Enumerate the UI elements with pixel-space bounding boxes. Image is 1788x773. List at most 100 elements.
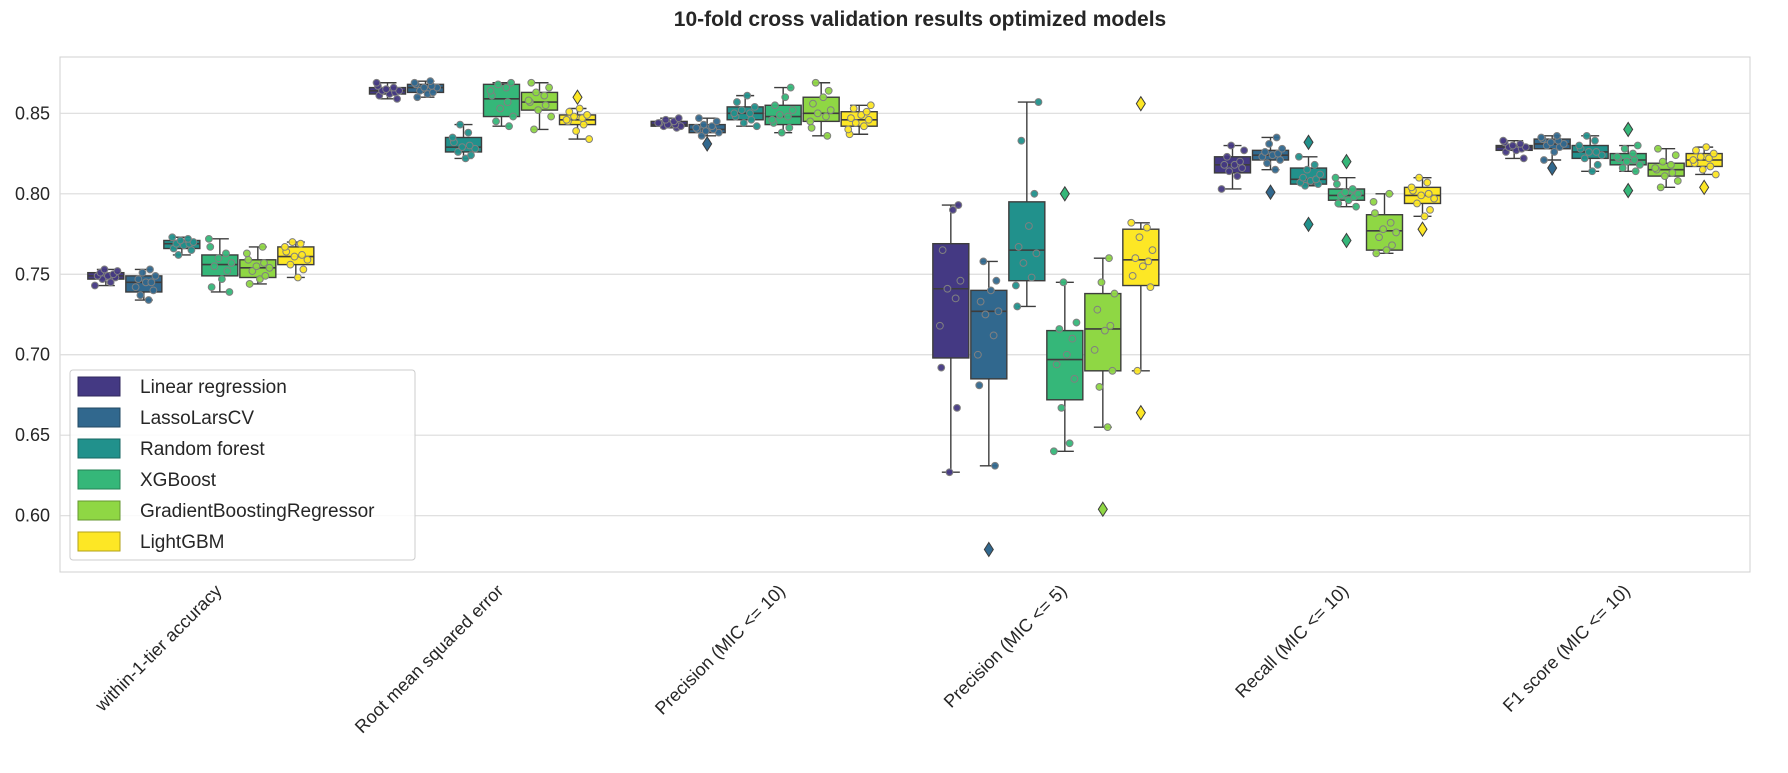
data-point — [248, 267, 257, 275]
data-point — [1702, 143, 1711, 152]
data-point — [1352, 202, 1360, 211]
data-point — [227, 259, 236, 267]
data-point — [1263, 159, 1271, 168]
data-point — [1580, 154, 1589, 163]
data-point — [976, 297, 985, 306]
data-point — [1499, 136, 1508, 145]
outlier-marker — [1623, 182, 1634, 199]
data-point — [1407, 183, 1416, 192]
data-point — [1024, 222, 1033, 230]
data-point — [1388, 241, 1396, 250]
data-point — [1261, 148, 1269, 156]
data-point — [585, 135, 594, 143]
data-point — [1382, 246, 1391, 255]
data-point — [217, 275, 226, 283]
data-point — [214, 254, 223, 263]
data-point — [1303, 165, 1312, 174]
data-point — [486, 86, 495, 95]
legend-frame — [69, 369, 416, 561]
data-point — [1034, 98, 1043, 106]
y-tick-label: 0.60 — [15, 506, 50, 526]
data-point — [1110, 289, 1119, 298]
data-point — [1413, 199, 1421, 208]
data-point — [1618, 164, 1627, 172]
box — [1046, 329, 1084, 401]
data-point — [935, 321, 944, 330]
data-point — [1312, 175, 1320, 184]
data-point — [1106, 321, 1115, 330]
data-point — [1097, 278, 1106, 287]
data-point — [1316, 170, 1325, 179]
data-point — [1553, 131, 1561, 140]
data-point — [540, 91, 549, 100]
data-point — [258, 243, 267, 251]
data-point — [184, 234, 192, 243]
data-point — [1630, 156, 1639, 164]
legend-label: Random forest — [140, 439, 265, 460]
data-point — [426, 77, 435, 86]
data-point — [530, 125, 538, 134]
data-point — [954, 201, 963, 209]
data-point — [860, 122, 868, 131]
data-point — [288, 238, 297, 246]
data-point — [992, 276, 1001, 285]
data-point — [844, 125, 853, 134]
data-point — [1348, 185, 1357, 193]
data-point — [1420, 212, 1429, 221]
box — [1008, 201, 1046, 282]
data-point — [562, 115, 571, 124]
outlier-marker — [572, 89, 583, 106]
data-point — [822, 112, 830, 121]
data-point — [1238, 164, 1246, 172]
data-point — [1415, 173, 1423, 182]
data-point — [465, 141, 474, 150]
data-point — [862, 107, 871, 116]
data-point — [204, 234, 213, 243]
data-point — [1519, 154, 1528, 163]
data-point — [1588, 167, 1597, 176]
data-point — [290, 252, 299, 261]
data-point — [149, 286, 158, 295]
data-point — [144, 296, 153, 304]
data-point — [1656, 183, 1665, 192]
data-point — [505, 122, 513, 131]
outlier-marker — [1059, 185, 1070, 202]
data-point — [299, 265, 308, 274]
legend-label: XGBoost — [140, 470, 217, 491]
chart-title: 10-fold cross validation results optimiz… — [674, 8, 1166, 31]
data-point — [743, 91, 752, 100]
data-point — [90, 281, 99, 290]
data-point — [784, 112, 792, 121]
data-point — [1423, 178, 1432, 187]
data-point — [1225, 167, 1233, 176]
data-point — [1660, 172, 1669, 180]
data-point — [1265, 140, 1274, 148]
data-point — [695, 114, 703, 123]
data-point — [788, 106, 797, 115]
data-point — [1341, 188, 1350, 197]
data-point — [1095, 383, 1104, 391]
data-point — [260, 259, 268, 267]
data-point — [733, 98, 741, 106]
data-point — [1629, 149, 1637, 158]
data-point — [151, 271, 160, 280]
data-point — [1274, 149, 1282, 158]
data-point — [545, 83, 553, 92]
data-point — [1516, 140, 1525, 148]
data-point — [146, 265, 154, 274]
data-point — [1673, 177, 1682, 185]
data-point — [1299, 173, 1307, 182]
data-point — [708, 122, 716, 131]
data-point — [989, 331, 998, 340]
data-point — [1146, 283, 1155, 292]
data-point — [534, 106, 543, 115]
data-point — [1696, 152, 1705, 161]
data-point — [771, 101, 779, 110]
data-point — [1689, 156, 1698, 164]
outlier-marker — [1341, 153, 1352, 170]
data-point — [1417, 191, 1426, 200]
data-point — [1372, 249, 1381, 258]
data-point — [1620, 144, 1629, 153]
data-point — [1310, 160, 1319, 169]
